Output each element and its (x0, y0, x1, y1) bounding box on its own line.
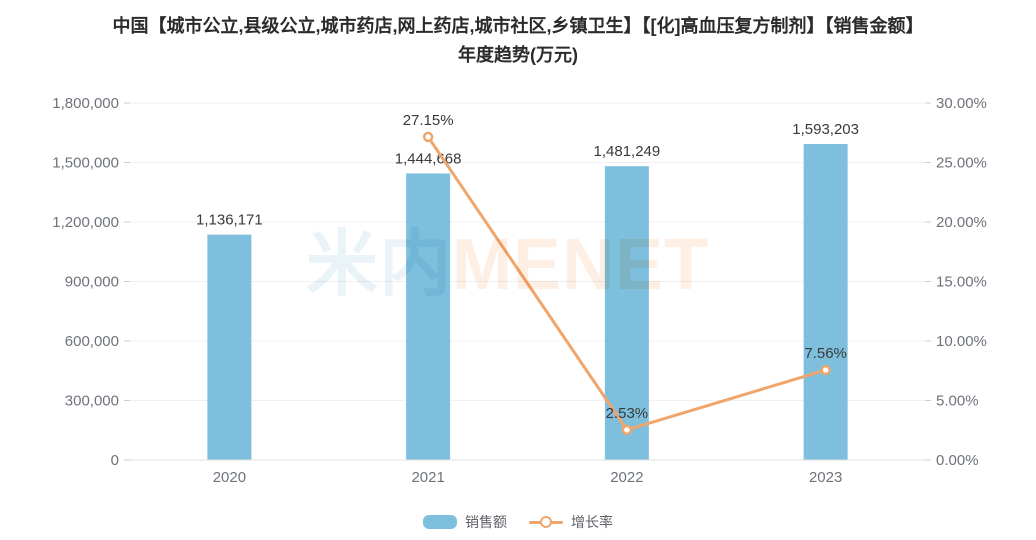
y-axis-tick-label: 300,000 (65, 393, 119, 410)
x-axis-tick-label: 2022 (610, 469, 643, 486)
legend-label-sales: 销售额 (465, 514, 507, 530)
sales-bar[interactable] (406, 173, 451, 460)
chart-title-line1: 中国【城市公立,县级公立,城市药店,网上药店,城市社区,乡镇卫生】【[化]高血压… (112, 16, 924, 36)
sales-bar[interactable] (803, 144, 848, 460)
y2-axis-tick-label: 25.00% (936, 155, 987, 172)
sales-bar[interactable] (207, 234, 252, 460)
chart-title: 中国【城市公立,县级公立,城市药店,网上药店,城市社区,乡镇卫生】【[化]高血压… (0, 12, 1036, 70)
legend-item-growth[interactable]: 增长率 (529, 512, 613, 532)
legend-label-growth: 增长率 (571, 514, 613, 530)
x-axis-tick-label: 2020 (213, 469, 246, 486)
y2-axis-tick-label: 10.00% (936, 333, 987, 350)
y2-axis-tick-label: 0.00% (936, 452, 979, 469)
growth-rate-label: 2.53% (606, 405, 649, 422)
line-swatch-marker-icon (540, 516, 552, 528)
y-axis-tick-label: 600,000 (65, 333, 119, 350)
growth-rate-marker[interactable] (621, 424, 633, 436)
chart-legend: 销售额 增长率 (0, 512, 1036, 532)
y2-axis-tick-label: 30.00% (936, 95, 987, 112)
bar-value-label: 1,481,249 (594, 143, 661, 160)
bar-series-swatch-icon (423, 515, 457, 529)
growth-rate-marker[interactable] (820, 364, 831, 376)
y2-axis-tick-label: 15.00% (936, 274, 987, 291)
y-axis-tick-label: 0 (111, 452, 119, 469)
x-axis-tick-label: 2021 (411, 469, 444, 486)
line-series-swatch-icon (529, 515, 563, 529)
bar-value-label: 1,444,668 (395, 150, 462, 167)
growth-rate-label: 27.15% (403, 112, 454, 129)
growth-rate-label: 7.56% (804, 345, 847, 362)
legend-item-sales[interactable]: 销售额 (423, 512, 507, 532)
growth-rate-marker[interactable] (422, 131, 434, 143)
bar-value-label: 1,136,171 (196, 212, 263, 229)
chart-title-line2: 年度趋势(万元) (458, 45, 578, 65)
bar-value-label: 1,593,203 (792, 121, 859, 138)
sales-bar[interactable] (604, 166, 649, 461)
x-axis-tick-label: 2023 (809, 469, 842, 486)
y-axis-tick-label: 1,200,000 (52, 214, 119, 231)
y-axis-tick-label: 900,000 (65, 274, 119, 291)
y-axis-tick-label: 1,800,000 (52, 95, 119, 112)
y2-axis-tick-label: 5.00% (936, 393, 979, 410)
y2-axis-tick-label: 20.00% (936, 214, 987, 231)
y-axis-tick-label: 1,500,000 (52, 155, 119, 172)
